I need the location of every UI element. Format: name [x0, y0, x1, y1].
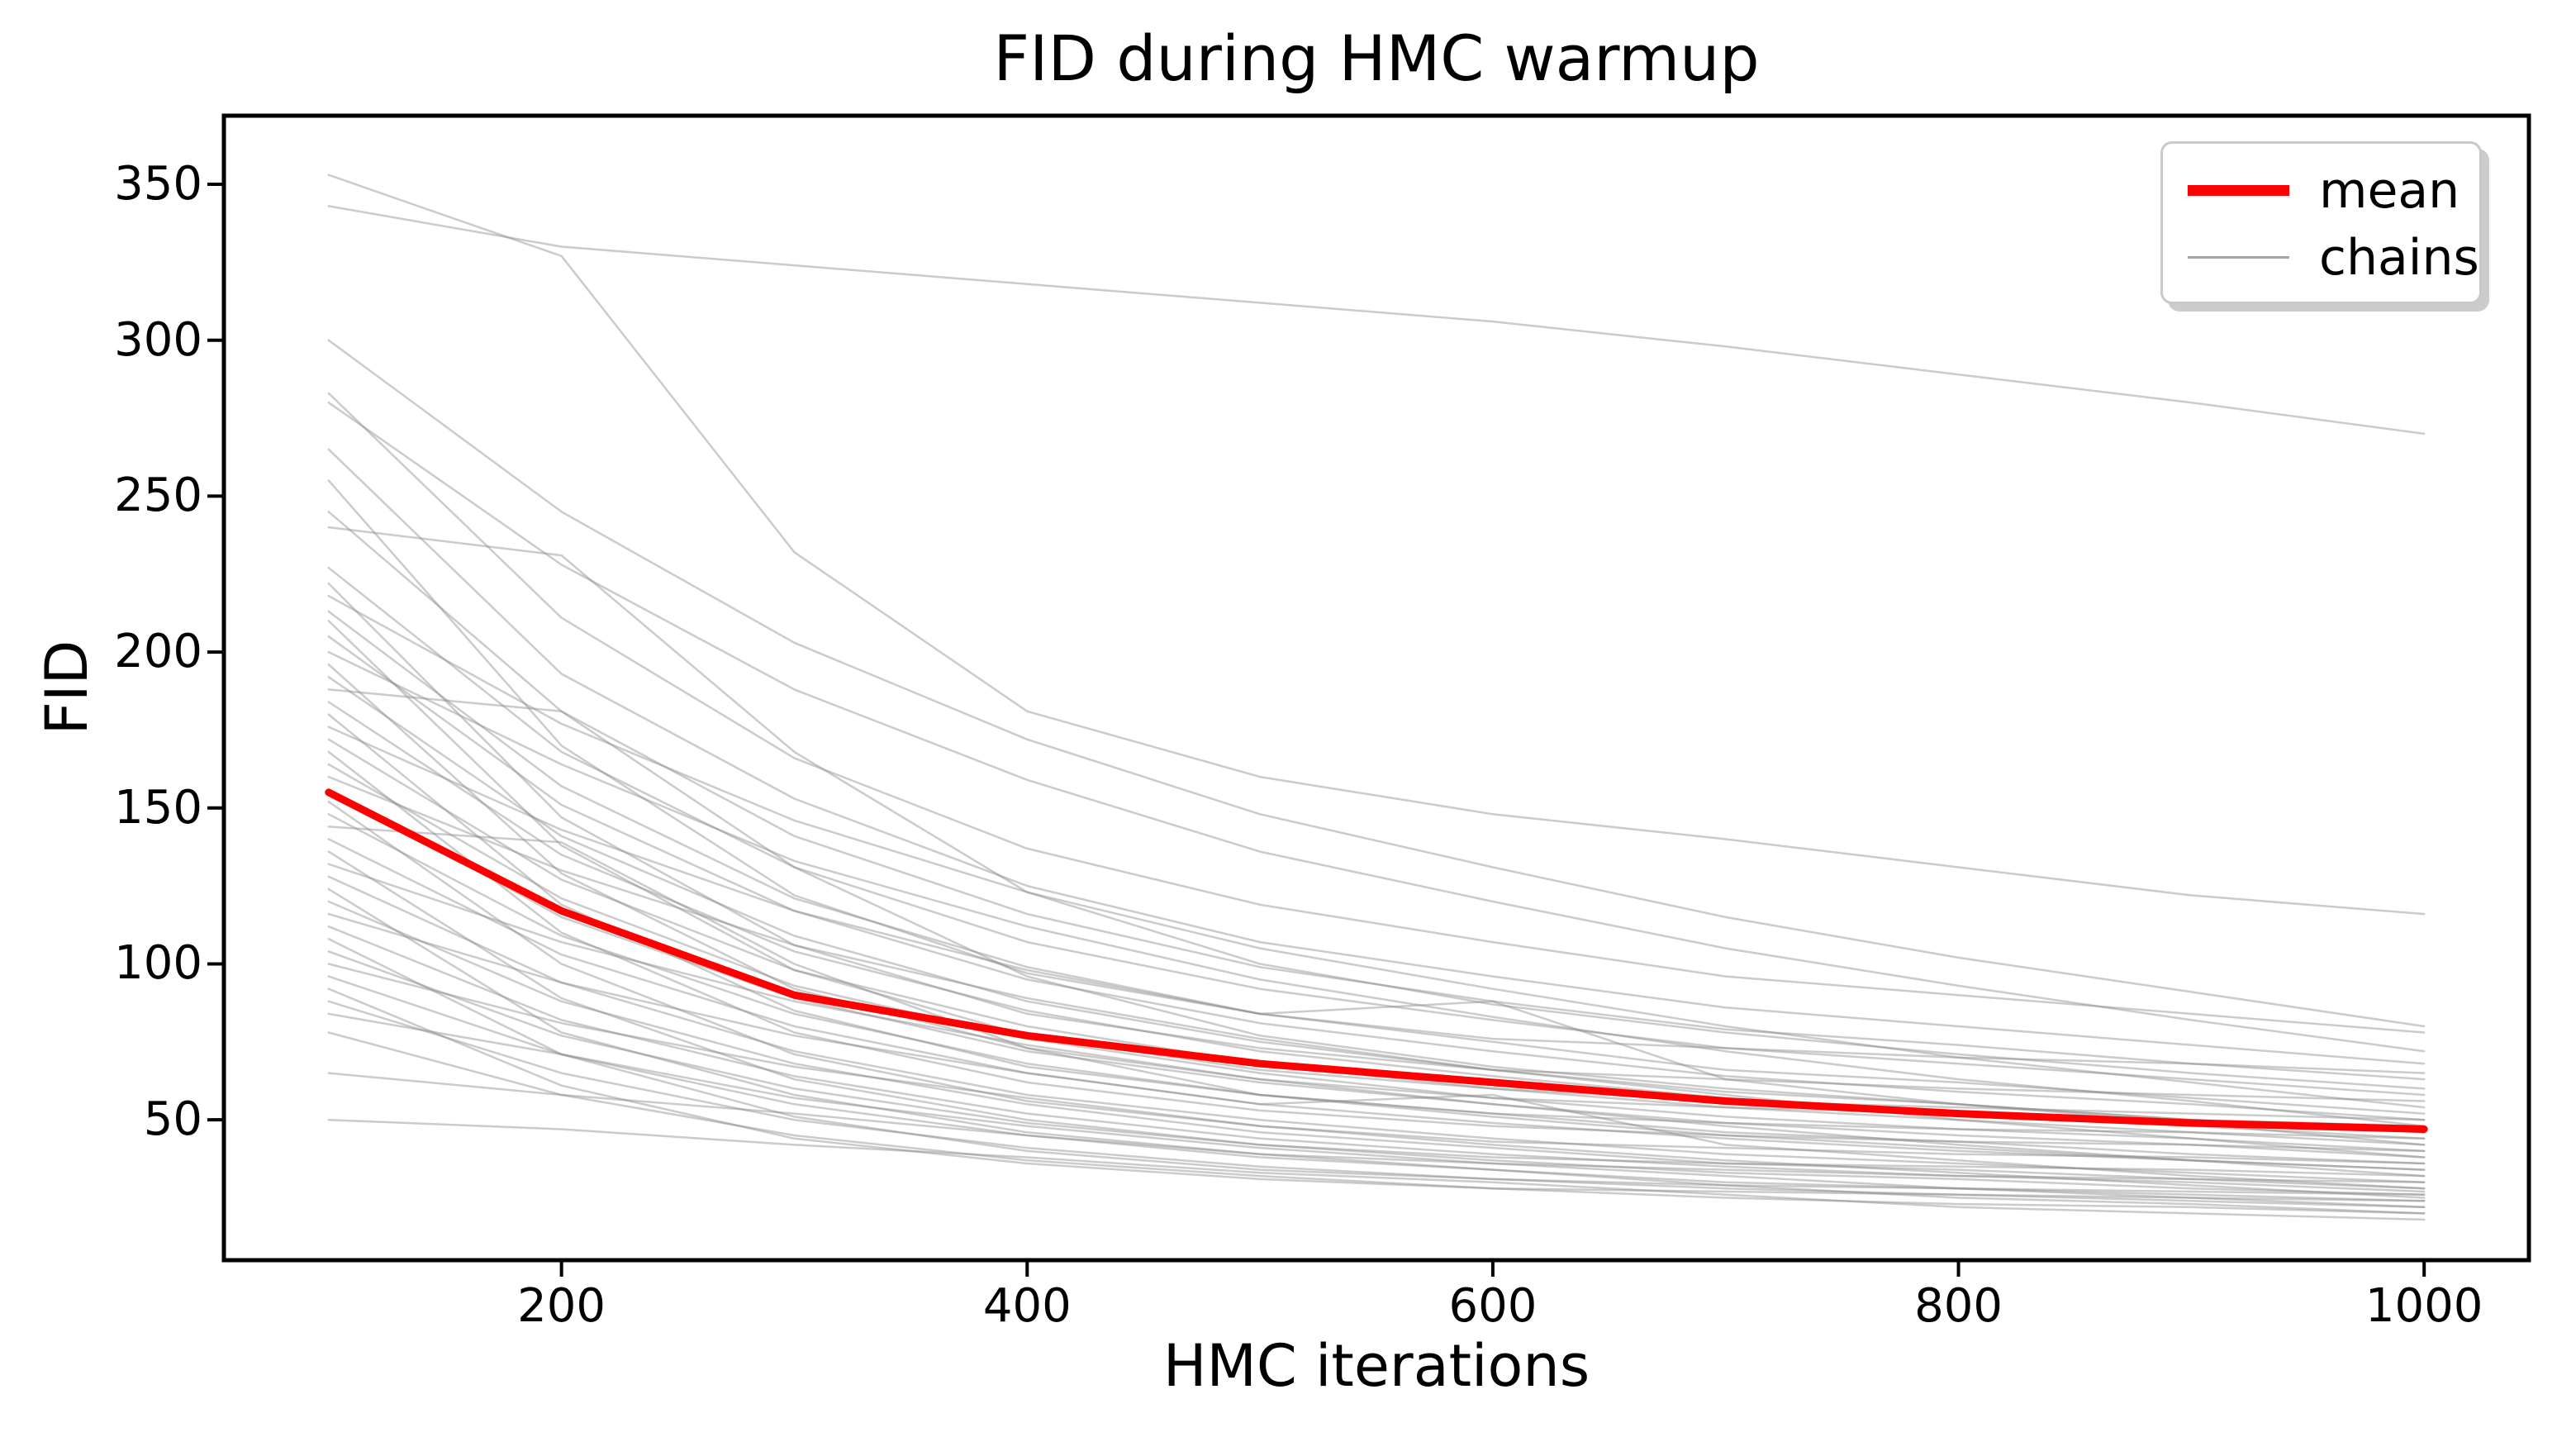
chain-line [327, 850, 2426, 1178]
chain-line [327, 566, 2426, 1097]
chain-line [327, 1072, 2426, 1215]
axis-ticks-group [207, 183, 2426, 1277]
legend: mean chains [2160, 141, 2482, 304]
chain-line [327, 863, 2426, 1178]
chain-line [327, 787, 2426, 1159]
y-tick-label: 50 [143, 1092, 202, 1147]
chain-line [327, 339, 2426, 1028]
x-tick-label: 200 [517, 1279, 606, 1333]
chain-line [327, 1012, 2426, 1209]
chain-line [327, 174, 2426, 916]
chain-line [327, 726, 2426, 1146]
legend-row-chains: chains [2188, 224, 2479, 291]
chain-line [327, 582, 2426, 1102]
chain-line [327, 676, 2426, 1134]
chain-line [327, 875, 2426, 1183]
chain-line [327, 763, 2426, 1153]
chain-lines-group [327, 174, 2426, 1221]
chain-line [327, 392, 2426, 1034]
chain-line [327, 975, 2426, 1202]
mean-line-group [325, 788, 2428, 1133]
x-tick-label: 400 [982, 1279, 1072, 1333]
x-tick-label: 1000 [2365, 1279, 2483, 1333]
plot-border [221, 113, 2531, 1263]
chain-line [327, 401, 2426, 1053]
chain-line [327, 750, 2426, 1153]
chain-line [327, 594, 2426, 1109]
y-tick-label: 350 [114, 157, 202, 212]
chain-line [327, 635, 2426, 1121]
chain-line [327, 887, 2426, 1183]
mean-line [325, 788, 2428, 1133]
chain-line [327, 620, 2426, 1121]
x-axis-label: HMC iterations [1162, 1332, 1590, 1400]
chain-line [327, 838, 2426, 1171]
y-tick-label: 200 [114, 625, 202, 679]
chain-line [327, 479, 2426, 1074]
chain-line [327, 775, 2426, 1159]
chain-line [327, 900, 2426, 1190]
chain-line [327, 826, 2426, 1171]
y-tick-label: 150 [114, 780, 202, 835]
chain-line [327, 1000, 2426, 1209]
chain-line [327, 688, 2426, 1134]
chain-line [327, 925, 2426, 1193]
chain-line [327, 800, 2426, 1165]
chain-line [327, 526, 2426, 1090]
chain-line [327, 650, 2426, 1127]
chain-line [327, 912, 2426, 1190]
chain-line [327, 950, 2426, 1196]
chain-line [327, 448, 2426, 1065]
y-axis-label: FID [33, 640, 101, 735]
chain-line [327, 938, 2426, 1196]
legend-row-mean: mean [2188, 157, 2479, 224]
chain-line [327, 610, 2426, 1115]
y-tick-label: 300 [114, 312, 202, 367]
chain-line [327, 713, 2426, 1140]
x-tick-label: 600 [1448, 1279, 1538, 1333]
chain-line [327, 205, 2426, 435]
x-tick-label: 800 [1914, 1279, 2003, 1333]
chain-line [327, 963, 2426, 1199]
y-tick-label: 100 [114, 936, 202, 991]
chains-line-swatch-icon [2188, 256, 2289, 259]
chain-line [327, 1031, 2426, 1215]
chain-line [327, 813, 2426, 1165]
chain-line [327, 1118, 2426, 1221]
mean-line-swatch-icon [2188, 185, 2289, 196]
legend-label-mean: mean [2319, 161, 2460, 220]
chain-line [327, 987, 2426, 1202]
chart-title: FID during HMC warmup [993, 21, 1760, 95]
chain-line [327, 511, 2426, 1081]
y-tick-label: 250 [114, 469, 202, 523]
legend-label-chains: chains [2319, 228, 2479, 287]
